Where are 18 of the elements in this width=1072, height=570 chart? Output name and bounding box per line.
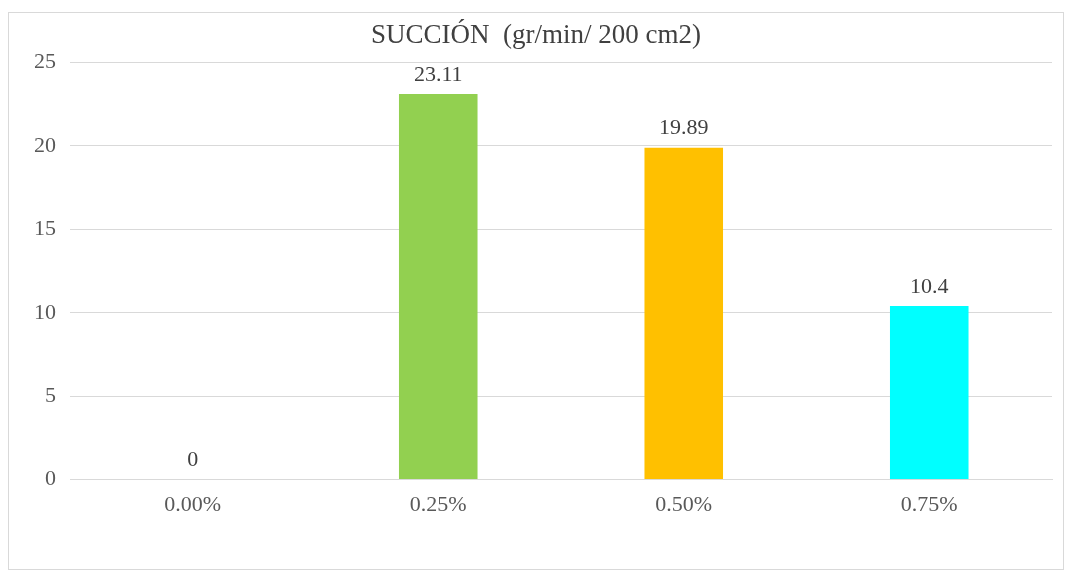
x-tick-label: 0.75%: [900, 490, 958, 516]
data-label: 10.4: [910, 272, 949, 298]
y-tick-label: 0: [45, 465, 56, 491]
x-tick-label: 0.25%: [409, 490, 467, 516]
data-label: 0: [187, 446, 199, 472]
data-label: 23.11: [413, 60, 463, 86]
data-label: 19.89: [659, 114, 709, 140]
y-tick-label: 10: [34, 298, 56, 324]
chart-title: SUCCIÓN (gr/min/ 200 cm2): [371, 19, 701, 50]
y-tick-label: 20: [34, 131, 56, 157]
bar: [398, 93, 478, 480]
y-tick-label: 15: [34, 215, 56, 241]
bar: [644, 147, 724, 480]
x-tick-label: 0.50%: [655, 490, 713, 516]
y-tick-label: 5: [45, 381, 56, 407]
y-tick-label: 25: [34, 48, 56, 74]
bar: [889, 306, 969, 480]
x-tick-label: 0.00%: [164, 490, 222, 516]
